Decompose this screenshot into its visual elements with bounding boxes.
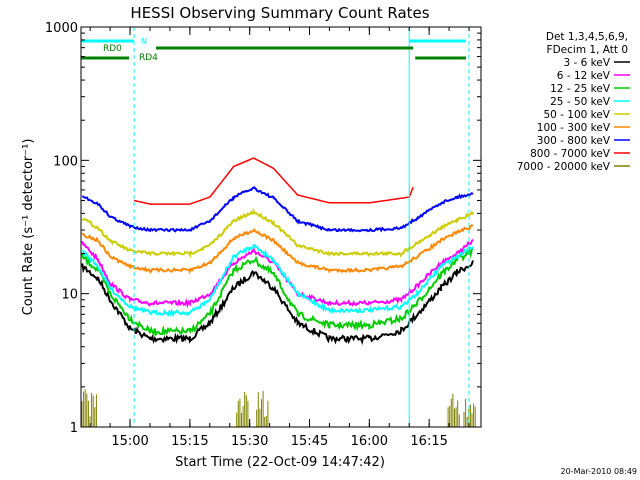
series-line	[82, 185, 474, 233]
x-tick-label: 16:00	[351, 434, 388, 449]
series-line	[133, 157, 414, 205]
plot-area: N RD0 RD4	[80, 26, 482, 428]
series-line	[81, 207, 474, 259]
x-tick-label: 15:30	[231, 434, 268, 449]
series-line	[81, 389, 476, 427]
rd4-label: RD4	[139, 53, 158, 63]
legend-entry: 25 - 50 keV	[550, 96, 611, 108]
x-tick-label: 15:45	[291, 434, 328, 449]
legend-entry: 12 - 25 keV	[550, 83, 611, 95]
legend-header: FDecim 1, Att 0	[547, 44, 628, 56]
plot-frame	[80, 26, 482, 428]
legend-header: Det 1,3,4,5,6,9,	[546, 31, 628, 43]
legend-entry: 50 - 100 keV	[543, 109, 610, 121]
series-line	[81, 247, 474, 338]
annotation-layer: N RD0 RD4	[81, 27, 470, 427]
y-tick-label: 10	[61, 288, 78, 303]
chart-title: HESSI Observing Summary Count Rates	[130, 4, 429, 22]
series-line	[81, 224, 474, 275]
axis-ticks: 1 10 100 1000 15:00 15:15 15:30 15:45 16:00 16:15	[45, 21, 481, 449]
y-tick-label: 100	[53, 154, 78, 169]
series-line	[81, 260, 474, 346]
legend-entry: 6 - 12 keV	[557, 70, 611, 82]
rd0-label: RD0	[103, 44, 122, 54]
series-line	[81, 243, 474, 318]
x-axis-label: Start Time (22-Oct-09 14:47:42)	[175, 455, 385, 470]
legend-entry: 300 - 800 keV	[537, 135, 611, 147]
y-axis-label: Count Rate (s⁻¹ detector⁻¹)	[21, 139, 36, 316]
x-tick-label: 16:15	[410, 434, 447, 449]
y-tick-label: 1000	[45, 21, 78, 36]
legend-entry: 3 - 6 keV	[563, 57, 610, 69]
x-tick-label: 15:00	[111, 434, 148, 449]
legend: Det 1,3,4,5,6,9,FDecim 1, Att 03 - 6 keV…	[517, 31, 630, 173]
timestamp: 20-Mar-2010 08:49	[561, 467, 638, 476]
legend-entry: 100 - 300 keV	[537, 122, 611, 134]
series-layer	[81, 157, 476, 427]
n-label: N	[141, 37, 147, 46]
legend-entry: 7000 - 20000 keV	[517, 161, 611, 173]
legend-entry: 800 - 7000 keV	[530, 148, 611, 160]
y-tick-label: 1	[70, 421, 78, 436]
x-tick-label: 15:15	[171, 434, 208, 449]
